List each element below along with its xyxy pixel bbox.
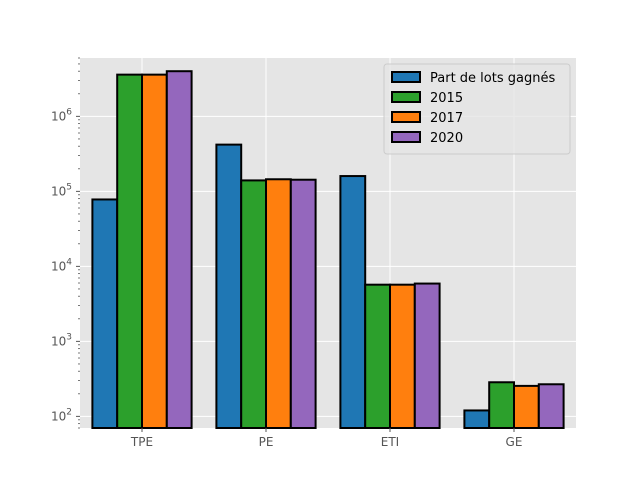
legend-label: Part de lots gagnés — [430, 71, 555, 86]
bar-ge-series-3 — [537, 383, 565, 430]
x-axis-ticks: TPE PE ETI GE — [130, 428, 523, 449]
legend: Part de lots gagnés 2015 2017 2020 — [383, 63, 571, 155]
bar-ge-series-2 — [513, 384, 540, 429]
bar-eti-series-2 — [389, 283, 416, 429]
y-axis-ticks: 102 103 104 105 106 — [51, 107, 80, 423]
bar-eti-series-3 — [413, 282, 441, 429]
y-tick-label: 104 — [51, 257, 72, 273]
bar-pe-series-3 — [289, 178, 317, 429]
legend-swatch — [391, 111, 421, 123]
bar-pe-series-0 — [215, 143, 243, 429]
legend-label: 2017 — [430, 111, 463, 126]
bar-ge-series-0 — [463, 409, 491, 429]
bar-tpe-series-0 — [91, 198, 119, 429]
bar-pe-series-1 — [240, 179, 267, 429]
bar-pe-series-2 — [265, 178, 292, 429]
legend-swatch — [391, 131, 421, 143]
y-minor-ticks — [78, 57, 80, 429]
legend-box — [383, 63, 571, 155]
x-tick-label: PE — [259, 435, 274, 449]
y-tick-label: 102 — [51, 407, 72, 423]
x-tick-label: GE — [506, 435, 523, 449]
legend-swatch — [391, 91, 421, 103]
legend-label: 2020 — [430, 131, 463, 146]
y-tick-label: 105 — [51, 182, 72, 198]
x-tick-label: ETI — [381, 435, 399, 449]
legend-swatch — [391, 71, 421, 83]
x-tick-label: TPE — [130, 435, 153, 449]
bar-ge-series-1 — [488, 381, 516, 429]
bar-eti-series-0 — [339, 175, 367, 429]
bar-tpe-series-2 — [141, 73, 168, 430]
bar-eti-series-1 — [364, 283, 392, 429]
y-tick-label: 103 — [51, 332, 72, 348]
bar-tpe-series-1 — [116, 73, 143, 430]
y-tick-label: 106 — [51, 107, 72, 123]
bars — [91, 70, 565, 430]
legend-label: 2015 — [430, 91, 463, 106]
bar-tpe-series-3 — [165, 70, 193, 430]
